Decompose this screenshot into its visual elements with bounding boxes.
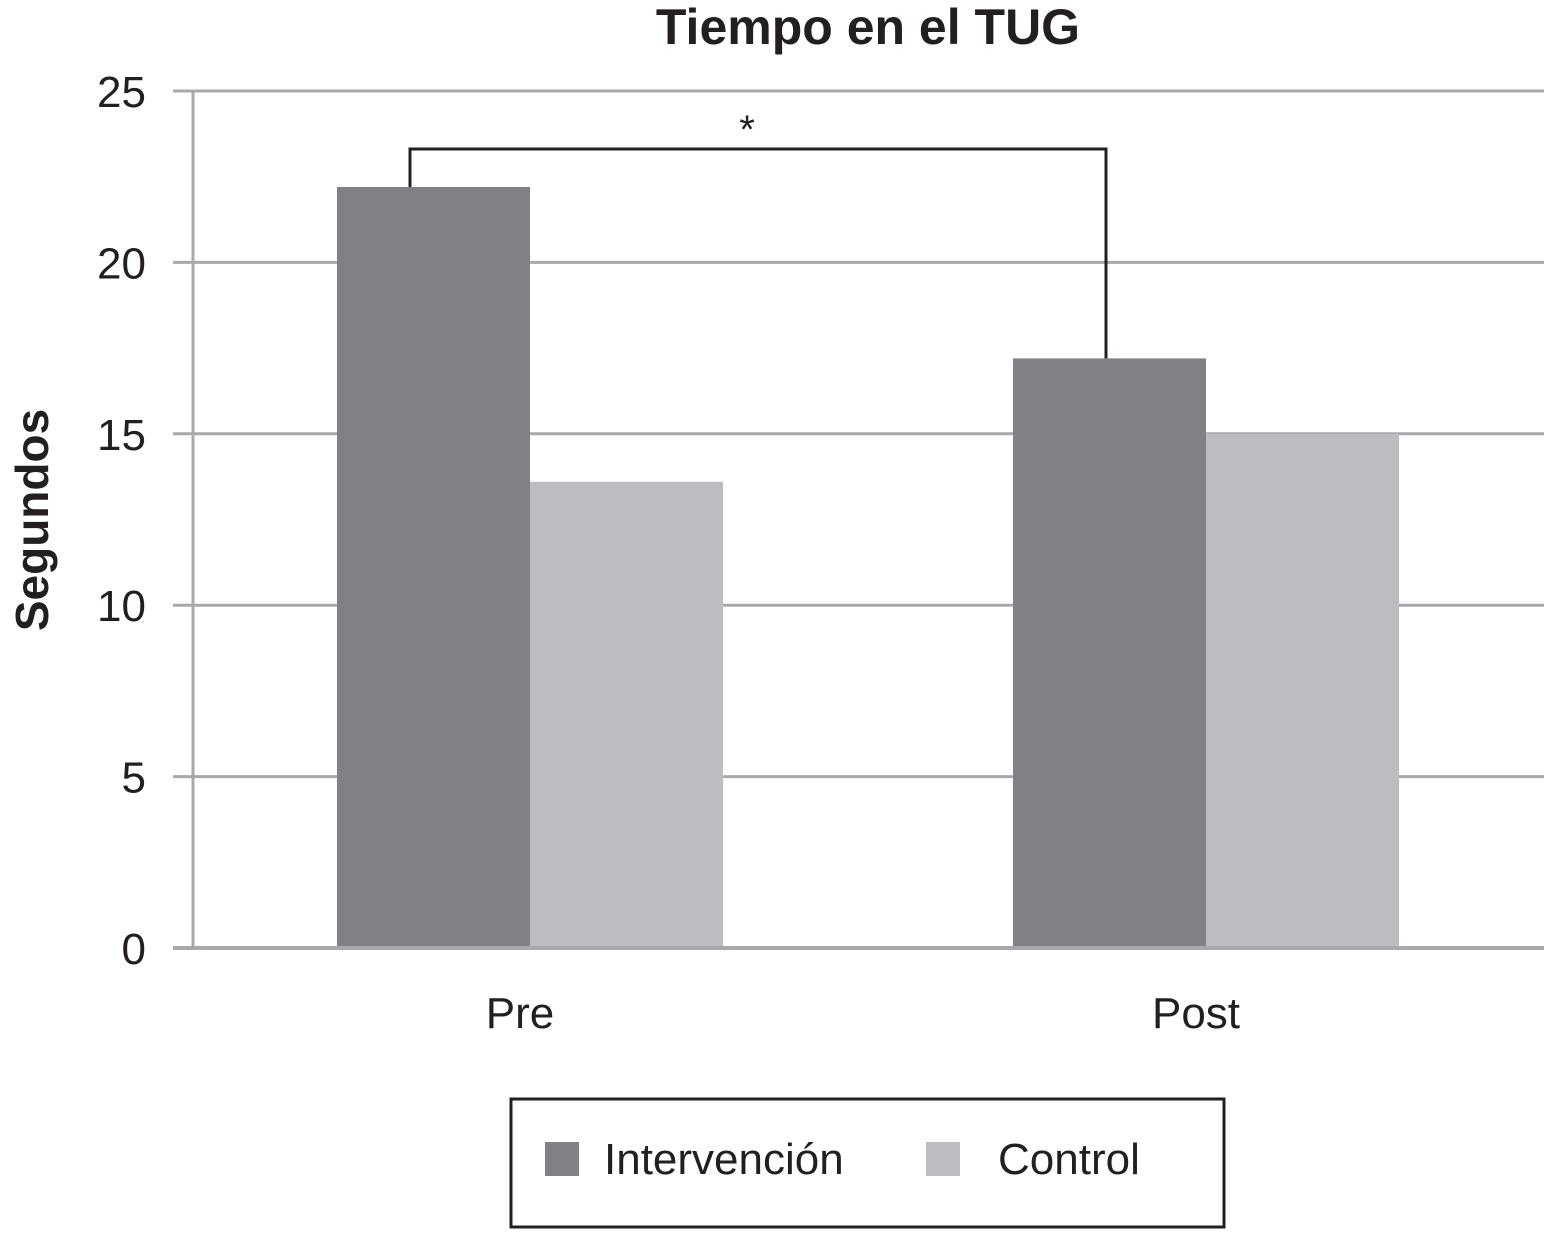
legend-label-control: Control [998,1135,1140,1184]
y-tick-label: 5 [122,754,146,803]
y-tick-label: 25 [97,68,146,117]
significance-marker: * [739,108,755,152]
legend-box [509,1097,1226,1229]
y-tick-label: 0 [122,925,146,974]
significance-annotation: * [408,108,1108,359]
bar-pre-control [530,481,723,948]
legend: Intervención Control [509,1097,1226,1229]
y-tick-label: 10 [97,582,146,631]
legend-swatch-intervencion [545,1142,579,1176]
x-tick-label: Pre [486,989,554,1038]
bar-post-control [1206,433,1399,948]
y-axis-label: Segundos [6,409,58,631]
legend-swatch-control [926,1142,960,1176]
y-tick-label: 15 [97,411,146,460]
significance-bracket [408,147,1108,359]
x-tick-label: Post [1152,989,1240,1038]
legend-label-intervencion: Intervención [604,1135,844,1184]
bars [337,186,1399,948]
chart-title: Tiempo en el TUG [656,0,1080,55]
bar-pre-intervencion [337,186,530,948]
axes: 0 5 10 15 20 25 Pre Post [97,68,1544,1038]
bar-post-intervencion [1013,358,1206,948]
y-tick-label: 20 [97,239,146,288]
